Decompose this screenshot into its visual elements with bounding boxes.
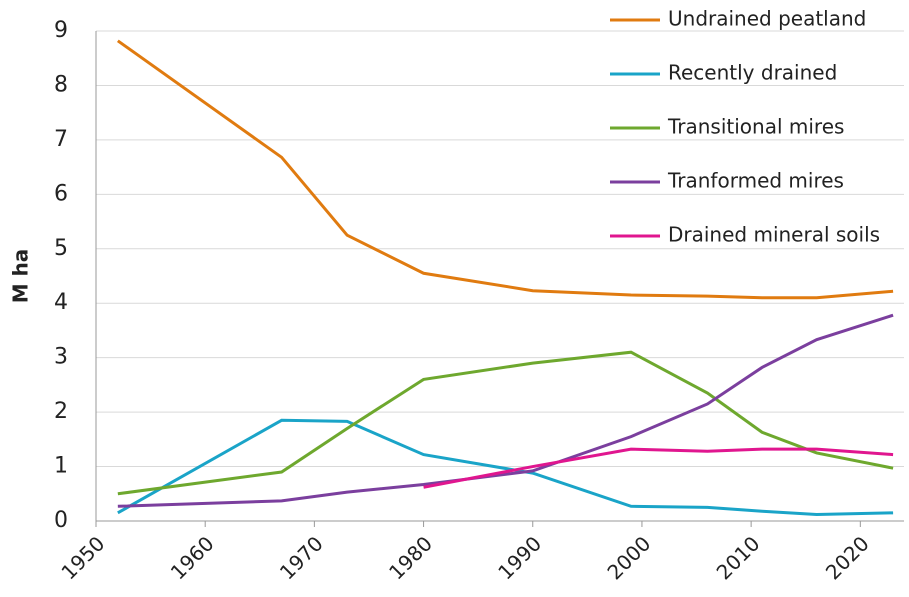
legend-label: Transitional mires [667,115,844,139]
y-tick-label: 7 [54,127,68,152]
y-tick-label: 9 [54,18,68,43]
y-tick-label: 6 [54,181,68,206]
y-tick-label: 1 [54,454,68,479]
y-axis-label: M ha [9,249,33,304]
legend-label: Recently drained [668,61,837,85]
x-tick-label: 2020 [821,531,874,584]
y-tick-label: 2 [54,399,68,424]
y-tick-label: 5 [54,236,68,261]
legend-label: Tranformed mires [667,169,844,193]
x-tick-label: 2000 [602,531,655,584]
x-tick-label: 1960 [166,531,219,584]
y-tick-label: 0 [54,508,68,533]
y-tick-label: 3 [54,345,68,370]
y-tick-label: 8 [54,72,68,97]
legend-label: Drained mineral soils [668,223,880,247]
x-tick-label: 1990 [493,531,546,584]
series-line [423,447,894,489]
x-tick-label: 2010 [712,531,765,584]
x-tick-label: 1950 [56,531,109,584]
y-tick-label: 4 [54,290,68,315]
x-tick-label: 1980 [384,531,437,584]
legend-label: Undrained peatland [668,7,866,31]
x-tick-label: 1970 [275,531,328,584]
series-line [116,39,894,300]
series-line [117,350,894,496]
series-line [117,313,894,508]
series-line [117,418,894,516]
